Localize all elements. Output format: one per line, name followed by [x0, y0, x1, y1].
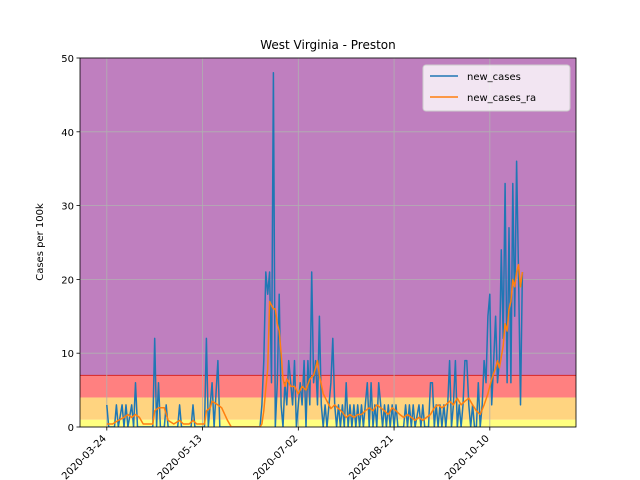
y-axis-label: Cases per 100k [35, 203, 46, 281]
series-lines [106, 72, 524, 427]
x-tick-label: 2020-10-10 [443, 433, 492, 480]
y-tick-label: 30 [61, 202, 74, 213]
plot-frame [79, 57, 577, 428]
legend-label-new-cases: new_cases [467, 72, 521, 83]
y-tick-label: 50 [61, 54, 74, 65]
chart-title: West Virginia - Preston [260, 38, 396, 52]
y-tick-label: 10 [61, 349, 74, 360]
series-line-new-cases-ra [106, 263, 524, 427]
legend-label-new-cases-ra: new_cases_ra [467, 93, 536, 104]
series-line-new-cases [106, 72, 524, 427]
x-tick-label: 2020-03-24 [60, 433, 109, 480]
band-2 [80, 375, 576, 398]
y-tick-label: 20 [61, 275, 74, 286]
legend: new_cases new_cases_ra [422, 64, 571, 112]
x-tick-label: 2020-07-02 [252, 433, 301, 480]
x-tick-label: 2020-05-13 [156, 433, 205, 480]
x-tick-label: 2020-08-21 [347, 433, 396, 480]
legend-frame [422, 64, 571, 112]
y-tick-label: 0 [68, 423, 74, 434]
y-tick-label: 40 [61, 128, 74, 139]
